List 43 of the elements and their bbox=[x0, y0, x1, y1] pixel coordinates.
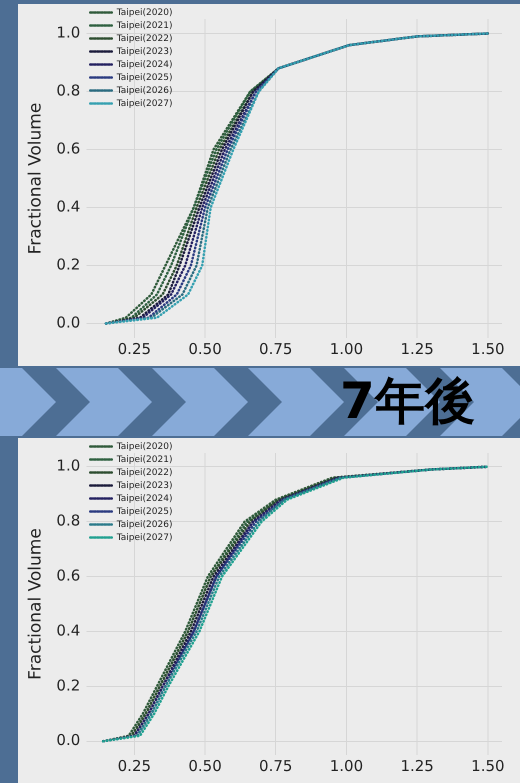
y-tick-label: 0.2 bbox=[56, 676, 80, 694]
x-tick-label: 0.25 bbox=[118, 756, 152, 775]
x-tick-label: 1.00 bbox=[330, 756, 364, 775]
y-tick-label: 0.4 bbox=[56, 197, 80, 216]
legend-label: Taipei(2020) bbox=[116, 8, 172, 18]
legend-label: Taipei(2025) bbox=[116, 72, 172, 83]
legend-label: Taipei(2021) bbox=[116, 454, 172, 465]
x-tick-label: 1.25 bbox=[400, 340, 434, 358]
x-tick-label: 0.75 bbox=[259, 340, 292, 358]
legend-label: Taipei(2026) bbox=[116, 520, 172, 530]
y-tick-label: 0.8 bbox=[56, 512, 80, 530]
legend-label: Taipei(2022) bbox=[116, 468, 172, 478]
y-tick-label: 0.4 bbox=[56, 621, 80, 640]
x-tick-label: 0.25 bbox=[118, 340, 152, 358]
y-axis-title: Fractional Volume bbox=[26, 528, 46, 680]
x-tick-label: 0.75 bbox=[259, 756, 292, 775]
x-tick-label: 0.50 bbox=[188, 756, 222, 775]
x-tick-label: 1.25 bbox=[400, 756, 434, 775]
y-axis-title: Fractional Volume bbox=[26, 102, 46, 254]
legend-label: Taipei(2020) bbox=[116, 442, 172, 452]
text: 7年後 bbox=[340, 371, 475, 432]
y-tick-label: 0.8 bbox=[56, 81, 80, 100]
x-tick-label: 1.50 bbox=[471, 756, 505, 775]
legend-label: Taipei(2027) bbox=[116, 98, 172, 109]
legend-label: Taipei(2024) bbox=[116, 494, 172, 504]
legend-label: Taipei(2023) bbox=[116, 480, 172, 491]
y-tick-label: 0.6 bbox=[56, 139, 80, 158]
y-tick-label: 0.0 bbox=[56, 731, 80, 750]
x-tick-label: 0.50 bbox=[188, 340, 222, 358]
y-tick-label: 1.0 bbox=[56, 456, 80, 475]
x-tick-label: 1.50 bbox=[471, 340, 505, 358]
y-tick-label: 0.2 bbox=[56, 255, 80, 274]
legend-label: Taipei(2026) bbox=[116, 86, 172, 96]
legend-label: Taipei(2027) bbox=[116, 532, 172, 543]
y-tick-label: 0.6 bbox=[56, 566, 80, 584]
x-tick-label: 1.00 bbox=[330, 340, 364, 358]
legend-label: Taipei(2025) bbox=[116, 506, 172, 517]
y-tick-label: 0.0 bbox=[56, 313, 80, 332]
y-tick-label: 1.0 bbox=[56, 23, 80, 42]
legend-label: Taipei(2023) bbox=[116, 46, 172, 57]
legend-label: Taipei(2022) bbox=[116, 34, 172, 44]
legend-label: Taipei(2024) bbox=[116, 60, 172, 70]
legend-label: Taipei(2021) bbox=[116, 20, 172, 31]
